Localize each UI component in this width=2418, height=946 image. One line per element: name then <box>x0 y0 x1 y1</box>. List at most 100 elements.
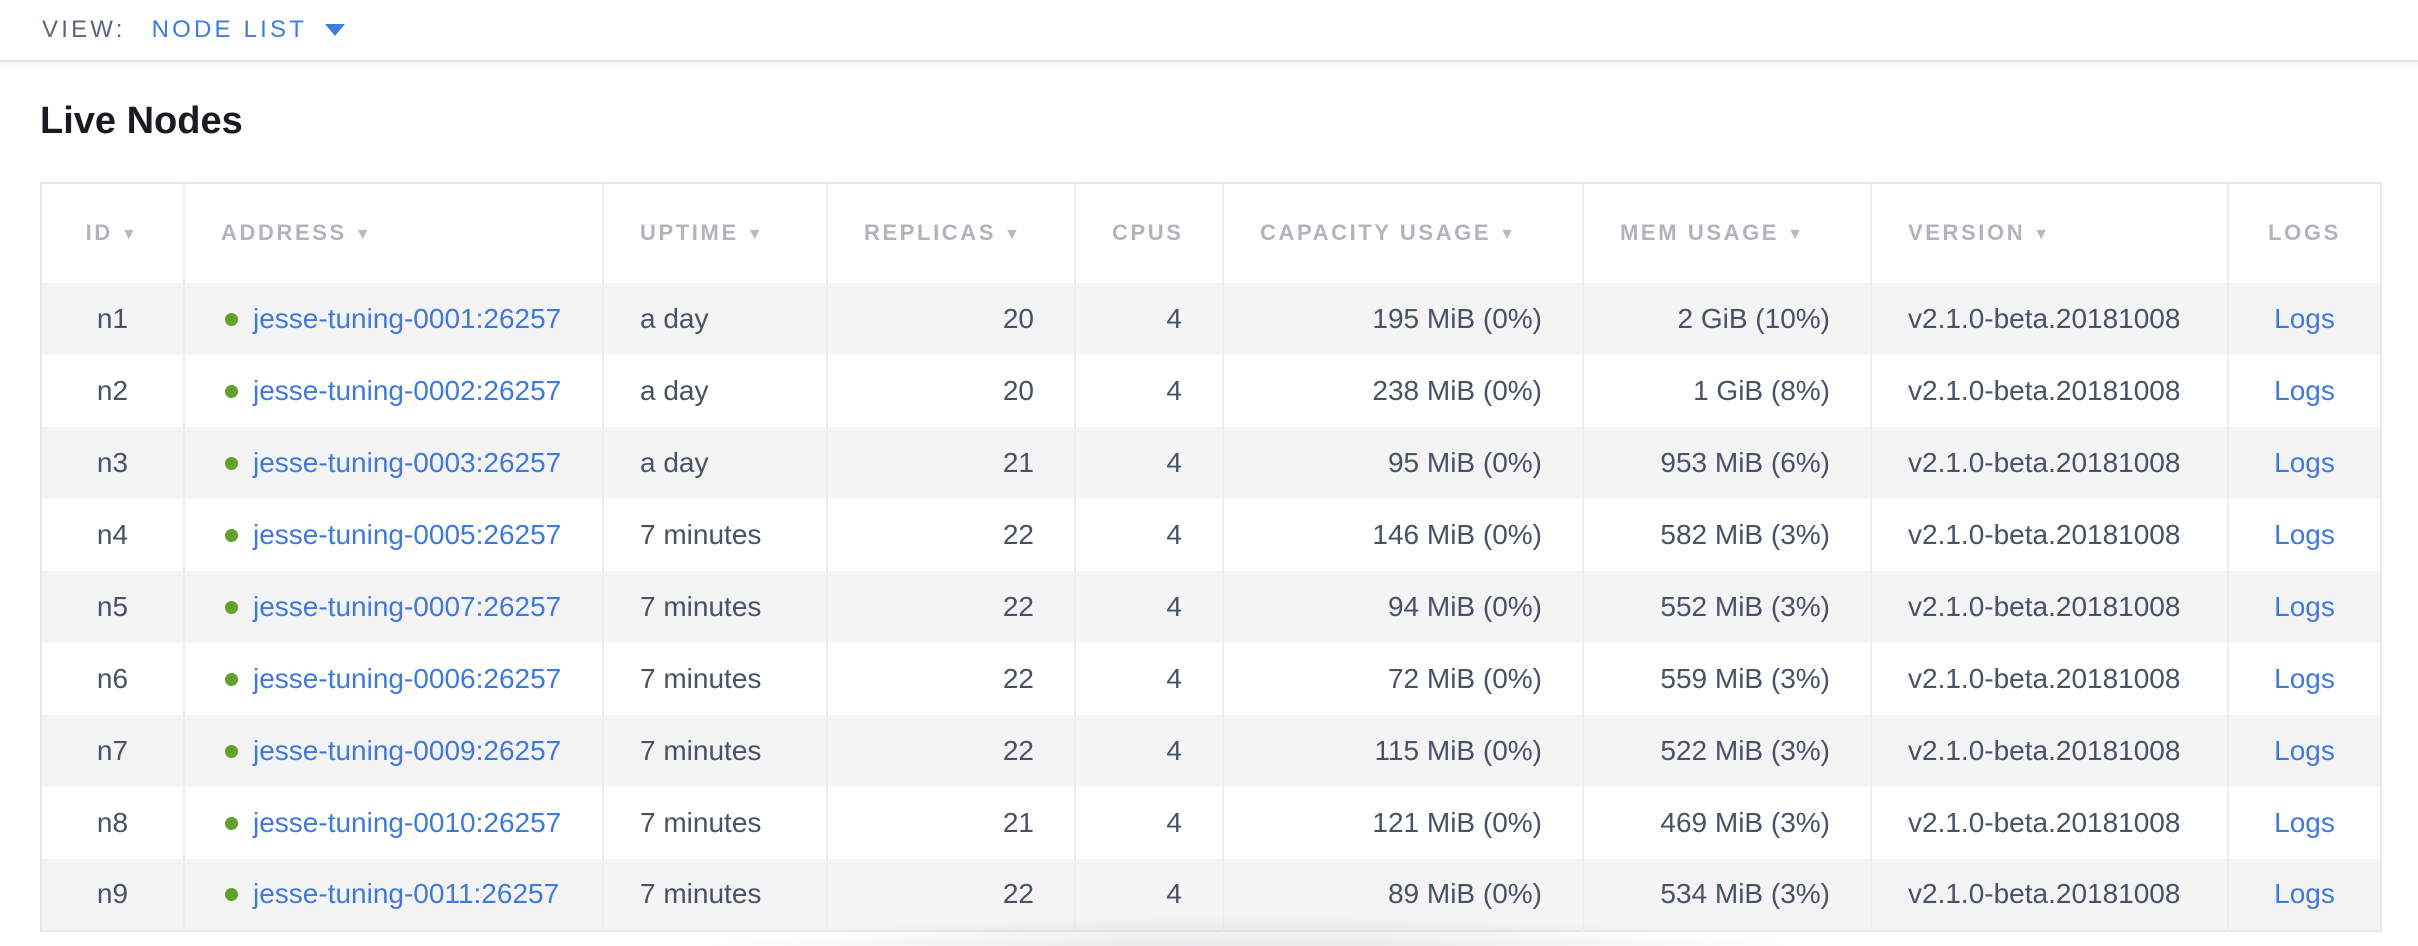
logs-link[interactable]: Logs <box>2274 302 2335 334</box>
column-header-address[interactable]: ADDRESS ▼ <box>183 182 603 283</box>
node-cpus-cell: 4 <box>1074 354 1223 427</box>
node-address-link[interactable]: jesse-tuning-0002:26257 <box>253 374 562 406</box>
table-row: n4 jesse-tuning-0005:26257 7 minutes 22 … <box>41 498 2381 571</box>
node-uptime-cell: 7 minutes <box>602 642 827 715</box>
sort-descending-icon: ▼ <box>354 226 374 244</box>
node-replicas-cell: 22 <box>826 570 1075 643</box>
node-healthy-status-icon <box>225 456 238 470</box>
node-uptime-cell: a day <box>602 282 827 355</box>
node-id-cell: n9 <box>96 878 129 910</box>
node-address-cell: jesse-tuning-0001:26257 <box>183 282 603 355</box>
node-version-cell: v2.1.0-beta.20181008 <box>1870 354 2228 427</box>
node-mem-usage-cell: 953 MiB (6%) <box>1582 426 1871 499</box>
node-healthy-status-icon <box>225 888 238 902</box>
node-mem-usage-cell: 469 MiB (3%) <box>1582 786 1871 859</box>
node-address-link[interactable]: jesse-tuning-0006:26257 <box>253 662 562 694</box>
node-uptime-cell: 7 minutes <box>602 786 827 859</box>
node-logs-cell: Logs <box>2227 786 2381 859</box>
node-healthy-status-icon <box>225 528 238 542</box>
node-mem-usage-cell: 552 MiB (3%) <box>1582 570 1871 643</box>
view-mode-selected: NODE LIST <box>151 16 308 43</box>
logs-link[interactable]: Logs <box>2274 806 2335 838</box>
node-logs-cell: Logs <box>2227 570 2381 643</box>
node-address-link[interactable]: jesse-tuning-0003:26257 <box>253 446 562 478</box>
node-address-link[interactable]: jesse-tuning-0010:26257 <box>253 806 562 838</box>
node-healthy-status-icon <box>225 672 238 686</box>
node-address-cell: jesse-tuning-0011:26257 <box>183 858 603 931</box>
logs-link[interactable]: Logs <box>2274 878 2335 910</box>
node-address-link[interactable]: jesse-tuning-0009:26257 <box>253 734 562 766</box>
node-cpus-cell: 4 <box>1074 282 1223 355</box>
table-row: n5 jesse-tuning-0007:26257 7 minutes 22 … <box>41 570 2381 643</box>
logs-link[interactable]: Logs <box>2274 446 2335 478</box>
sort-descending-icon: ▼ <box>1499 226 1518 244</box>
node-version-cell: v2.1.0-beta.20181008 <box>1870 786 2228 859</box>
node-capacity-usage-cell: 195 MiB (0%) <box>1222 282 1583 355</box>
node-uptime-cell: 7 minutes <box>602 570 827 643</box>
node-uptime-cell: a day <box>602 354 827 427</box>
node-address-link[interactable]: jesse-tuning-0005:26257 <box>253 518 562 550</box>
node-cpus-cell: 4 <box>1074 786 1223 859</box>
node-logs-cell: Logs <box>2227 426 2381 499</box>
column-header-cpus: CPUS <box>1074 182 1223 283</box>
sort-descending-icon: ▼ <box>746 226 766 244</box>
node-version-cell: v2.1.0-beta.20181008 <box>1870 714 2228 787</box>
node-capacity-usage-cell: 72 MiB (0%) <box>1222 642 1583 715</box>
column-header-id[interactable]: ID ▼ <box>41 182 184 283</box>
sort-descending-icon: ▼ <box>1004 226 1023 244</box>
node-mem-usage-cell: 1 GiB (8%) <box>1582 354 1871 427</box>
column-header-version[interactable]: VERSION ▼ <box>1870 182 2228 283</box>
node-cpus-cell: 4 <box>1074 642 1223 715</box>
node-capacity-usage-cell: 95 MiB (0%) <box>1222 426 1583 499</box>
chevron-down-icon <box>325 24 346 36</box>
table-row: n7 jesse-tuning-0009:26257 7 minutes 22 … <box>41 714 2381 787</box>
node-cpus-cell: 4 <box>1074 570 1223 643</box>
node-address-cell: jesse-tuning-0002:26257 <box>183 354 603 427</box>
table-row: n2 jesse-tuning-0002:26257 a day 20 4 23… <box>41 354 2381 427</box>
node-id-cell: n4 <box>96 518 129 550</box>
node-address-link[interactable]: jesse-tuning-0007:26257 <box>253 590 562 622</box>
logs-link[interactable]: Logs <box>2274 374 2335 406</box>
node-id-cell: n7 <box>96 734 129 766</box>
node-address-cell: jesse-tuning-0006:26257 <box>183 642 603 715</box>
node-logs-cell: Logs <box>2227 354 2381 427</box>
logs-link[interactable]: Logs <box>2274 590 2335 622</box>
node-id-cell: n6 <box>96 662 129 694</box>
node-replicas-cell: 22 <box>826 498 1075 571</box>
column-header-mem-usage[interactable]: MEM USAGE ▼ <box>1582 182 1871 283</box>
node-version-cell: v2.1.0-beta.20181008 <box>1870 642 2228 715</box>
node-healthy-status-icon <box>225 384 238 398</box>
column-header-logs: LOGS <box>2227 182 2381 283</box>
node-capacity-usage-cell: 94 MiB (0%) <box>1222 570 1583 643</box>
table-row: n3 jesse-tuning-0003:26257 a day 21 4 95… <box>41 426 2381 499</box>
node-version-cell: v2.1.0-beta.20181008 <box>1870 858 2228 931</box>
table-header: ID ▼ ADDRESS ▼ UPTIME ▼ REPLICAS ▼ CPUS CAPA… <box>41 182 2381 283</box>
node-replicas-cell: 21 <box>826 426 1075 499</box>
node-address-link[interactable]: jesse-tuning-0001:26257 <box>253 302 562 334</box>
node-capacity-usage-cell: 89 MiB (0%) <box>1222 858 1583 931</box>
column-header-capacity-usage[interactable]: CAPACITY USAGE ▼ <box>1222 182 1583 283</box>
view-mode-dropdown[interactable]: NODE LIST <box>152 16 346 44</box>
column-header-uptime[interactable]: UPTIME ▼ <box>602 182 827 283</box>
node-logs-cell: Logs <box>2227 498 2381 571</box>
column-header-replicas[interactable]: REPLICAS ▼ <box>826 182 1075 283</box>
node-version-cell: v2.1.0-beta.20181008 <box>1870 282 2228 355</box>
node-replicas-cell: 21 <box>826 786 1075 859</box>
node-replicas-cell: 22 <box>826 642 1075 715</box>
node-healthy-status-icon <box>225 600 238 614</box>
logs-link[interactable]: Logs <box>2274 734 2335 766</box>
table-body: n1 jesse-tuning-0001:26257 a day 20 4 19… <box>41 282 2381 931</box>
sort-descending-icon: ▼ <box>1787 226 1806 244</box>
node-address-cell: jesse-tuning-0007:26257 <box>183 570 603 643</box>
logs-link[interactable]: Logs <box>2274 518 2335 550</box>
node-replicas-cell: 20 <box>826 354 1075 427</box>
sort-descending-icon: ▼ <box>120 226 140 244</box>
node-id-cell: n3 <box>96 446 129 478</box>
node-logs-cell: Logs <box>2227 858 2381 931</box>
logs-link[interactable]: Logs <box>2274 662 2335 694</box>
node-address-link[interactable]: jesse-tuning-0011:26257 <box>253 878 560 910</box>
node-logs-cell: Logs <box>2227 642 2381 715</box>
node-version-cell: v2.1.0-beta.20181008 <box>1870 426 2228 499</box>
view-label: VIEW: <box>42 16 126 43</box>
node-address-cell: jesse-tuning-0010:26257 <box>183 786 603 859</box>
